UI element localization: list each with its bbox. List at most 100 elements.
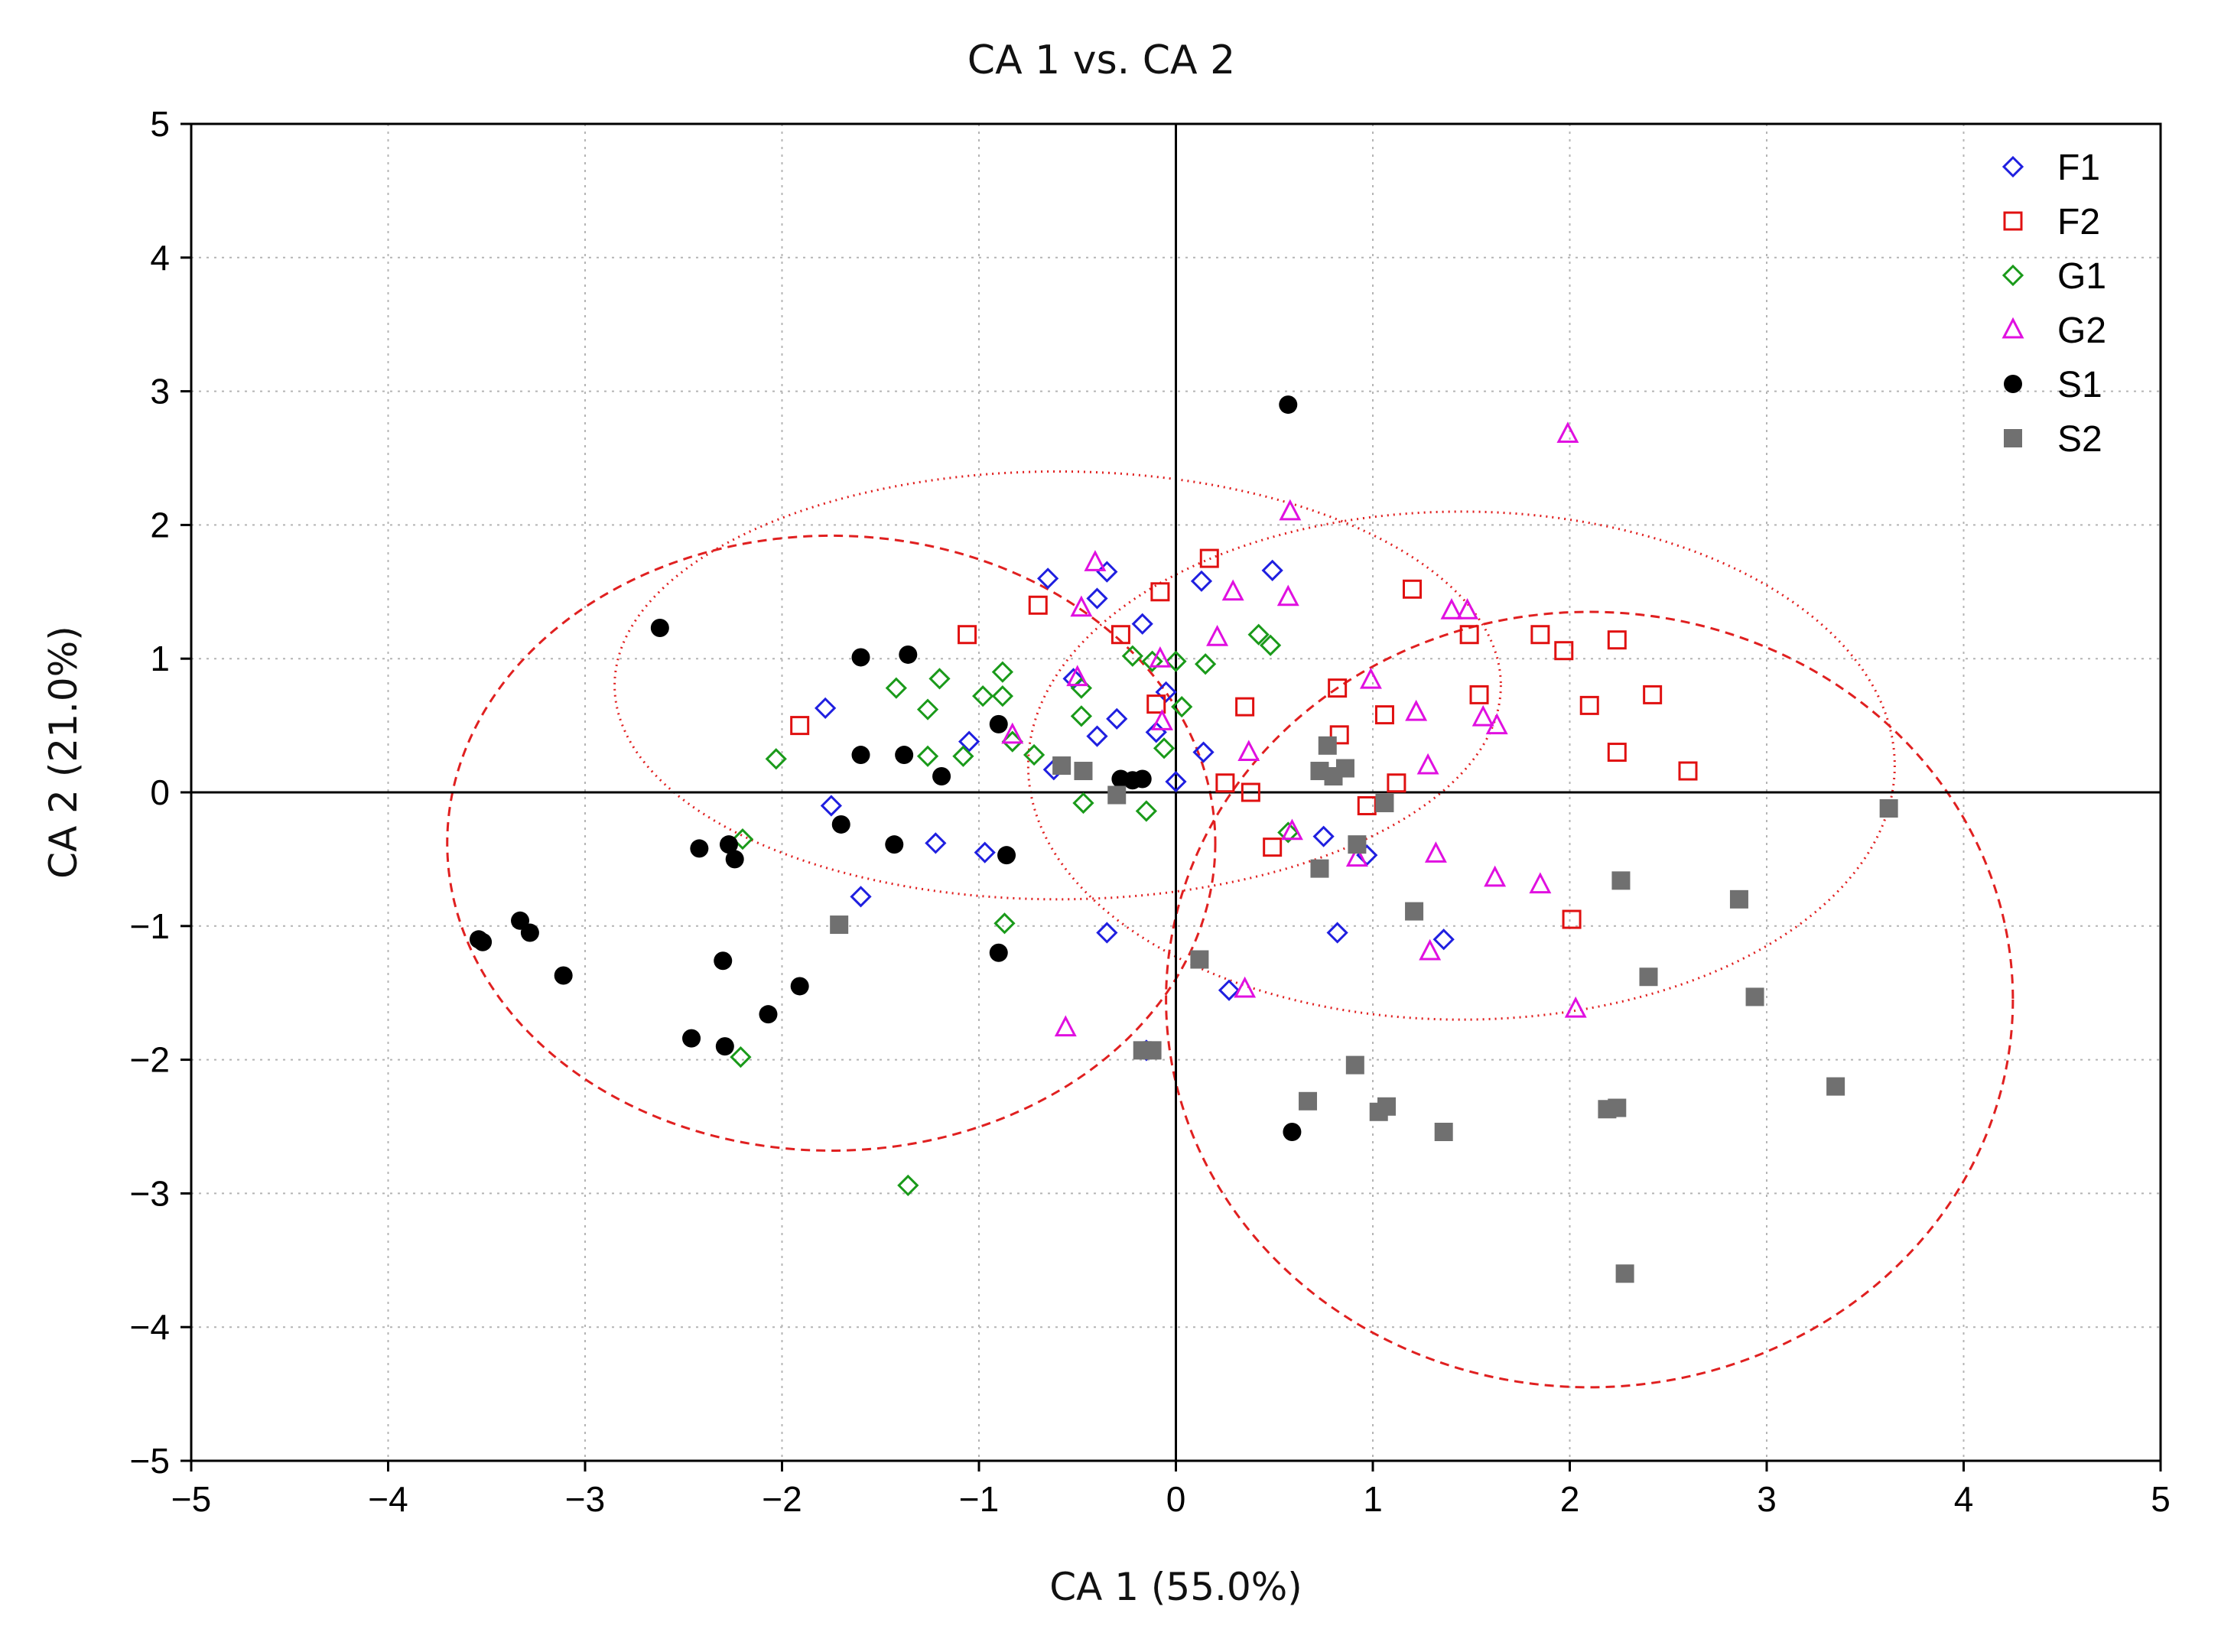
x-tick-label: 1 bbox=[1363, 1479, 1383, 1519]
point-s1 bbox=[895, 746, 914, 765]
point-g1 bbox=[1023, 743, 1045, 766]
y-tick-label: −1 bbox=[130, 906, 170, 946]
point-s1 bbox=[554, 966, 573, 985]
point-s2 bbox=[1318, 736, 1337, 755]
point-f1 bbox=[974, 841, 996, 863]
x-tick-label: 2 bbox=[1560, 1479, 1580, 1519]
legend-marker-f2 bbox=[2003, 211, 2023, 231]
point-g1 bbox=[1171, 696, 1193, 718]
point-s1 bbox=[719, 835, 738, 854]
point-g1 bbox=[1135, 800, 1157, 822]
y-tick-label: 0 bbox=[150, 772, 170, 812]
series-g2 bbox=[1001, 421, 1587, 1037]
point-s1 bbox=[997, 846, 1016, 865]
y-tick-label: −4 bbox=[130, 1307, 170, 1347]
series-g1 bbox=[730, 623, 1299, 1197]
x-axis-label: CA 1 (55.0%) bbox=[1049, 1565, 1302, 1609]
confidence-ellipse-f bbox=[613, 470, 1502, 901]
point-f2 bbox=[1241, 782, 1260, 802]
point-g2 bbox=[1237, 740, 1260, 762]
point-f1 bbox=[1131, 613, 1153, 635]
point-s1 bbox=[715, 1037, 734, 1056]
point-s2 bbox=[1729, 889, 1748, 909]
legend-marker-s1 bbox=[2004, 375, 2022, 393]
point-s1 bbox=[1279, 395, 1298, 415]
point-g2 bbox=[1221, 579, 1244, 601]
legend-label-f2: F2 bbox=[2057, 202, 2100, 242]
point-f2 bbox=[1357, 795, 1377, 815]
point-g1 bbox=[916, 698, 939, 720]
legend-label-s2: S2 bbox=[2057, 419, 2102, 460]
point-s2 bbox=[1369, 1102, 1388, 1121]
x-tick-label: 5 bbox=[2151, 1479, 2171, 1519]
point-g1 bbox=[991, 661, 1014, 683]
point-s2 bbox=[1299, 1091, 1318, 1111]
point-s1 bbox=[682, 1029, 701, 1048]
y-tick-label: 4 bbox=[150, 238, 170, 278]
point-g2 bbox=[1151, 709, 1173, 730]
x-tick-label: −4 bbox=[368, 1479, 408, 1519]
point-f2 bbox=[1146, 694, 1166, 714]
point-g1 bbox=[1121, 645, 1143, 667]
point-f2 bbox=[1459, 625, 1479, 645]
point-f2 bbox=[1150, 582, 1170, 602]
point-f1 bbox=[1096, 922, 1118, 944]
point-f1 bbox=[1432, 928, 1455, 951]
point-s2 bbox=[1348, 835, 1367, 854]
point-f2 bbox=[1028, 595, 1048, 615]
point-g2 bbox=[1419, 938, 1442, 961]
point-f2 bbox=[1554, 641, 1574, 661]
legend-label-s1: S1 bbox=[2057, 365, 2102, 405]
point-f2 bbox=[1374, 705, 1394, 725]
point-f2 bbox=[1263, 837, 1283, 857]
point-s2 bbox=[1133, 1041, 1152, 1060]
point-g2 bbox=[1276, 584, 1299, 606]
point-s1 bbox=[1133, 769, 1152, 789]
point-f1 bbox=[815, 697, 837, 719]
point-g1 bbox=[1277, 821, 1299, 844]
point-s1 bbox=[690, 839, 709, 858]
point-s2 bbox=[1335, 759, 1354, 778]
point-g2 bbox=[1001, 722, 1024, 744]
point-g2 bbox=[1280, 818, 1303, 841]
point-g1 bbox=[897, 1174, 919, 1197]
series-f2 bbox=[790, 548, 1698, 929]
point-g2 bbox=[1556, 421, 1579, 444]
series-s1 bbox=[469, 395, 1302, 1141]
point-s1 bbox=[473, 932, 493, 951]
point-g1 bbox=[1195, 653, 1217, 675]
point-g1 bbox=[1070, 705, 1093, 727]
y-tick-label: −5 bbox=[130, 1441, 170, 1481]
legend-marker-s2 bbox=[2004, 429, 2022, 447]
point-g1 bbox=[928, 668, 951, 690]
point-s2 bbox=[1310, 859, 1329, 878]
point-f1 bbox=[1037, 567, 1059, 590]
point-s2 bbox=[1745, 987, 1764, 1006]
x-tick-label: −2 bbox=[762, 1479, 802, 1519]
point-s1 bbox=[989, 943, 1008, 962]
point-s2 bbox=[1107, 785, 1127, 805]
point-g1 bbox=[1072, 792, 1094, 815]
series-s2 bbox=[830, 736, 1898, 1283]
point-s1 bbox=[989, 714, 1008, 733]
point-f1 bbox=[1086, 587, 1108, 610]
legend-label-g2: G2 bbox=[2057, 311, 2106, 351]
legend: F1 F2 G1 G2 S1 S2 bbox=[2002, 148, 2106, 460]
point-g1 bbox=[1259, 634, 1282, 656]
point-g1 bbox=[991, 685, 1014, 707]
y-tick-label: 5 bbox=[150, 104, 170, 144]
y-tick-label: 1 bbox=[150, 639, 170, 678]
point-s2 bbox=[1405, 902, 1424, 921]
y-tick-label: −3 bbox=[130, 1173, 170, 1213]
point-f2 bbox=[1387, 773, 1406, 793]
legend-label-f1: F1 bbox=[2057, 148, 2100, 188]
point-f1 bbox=[925, 832, 947, 854]
point-f1 bbox=[1190, 570, 1213, 592]
point-s1 bbox=[885, 835, 904, 854]
point-f1 bbox=[1218, 979, 1241, 1001]
point-s1 bbox=[725, 850, 744, 869]
point-s1 bbox=[851, 746, 870, 765]
point-f1 bbox=[1096, 561, 1118, 583]
